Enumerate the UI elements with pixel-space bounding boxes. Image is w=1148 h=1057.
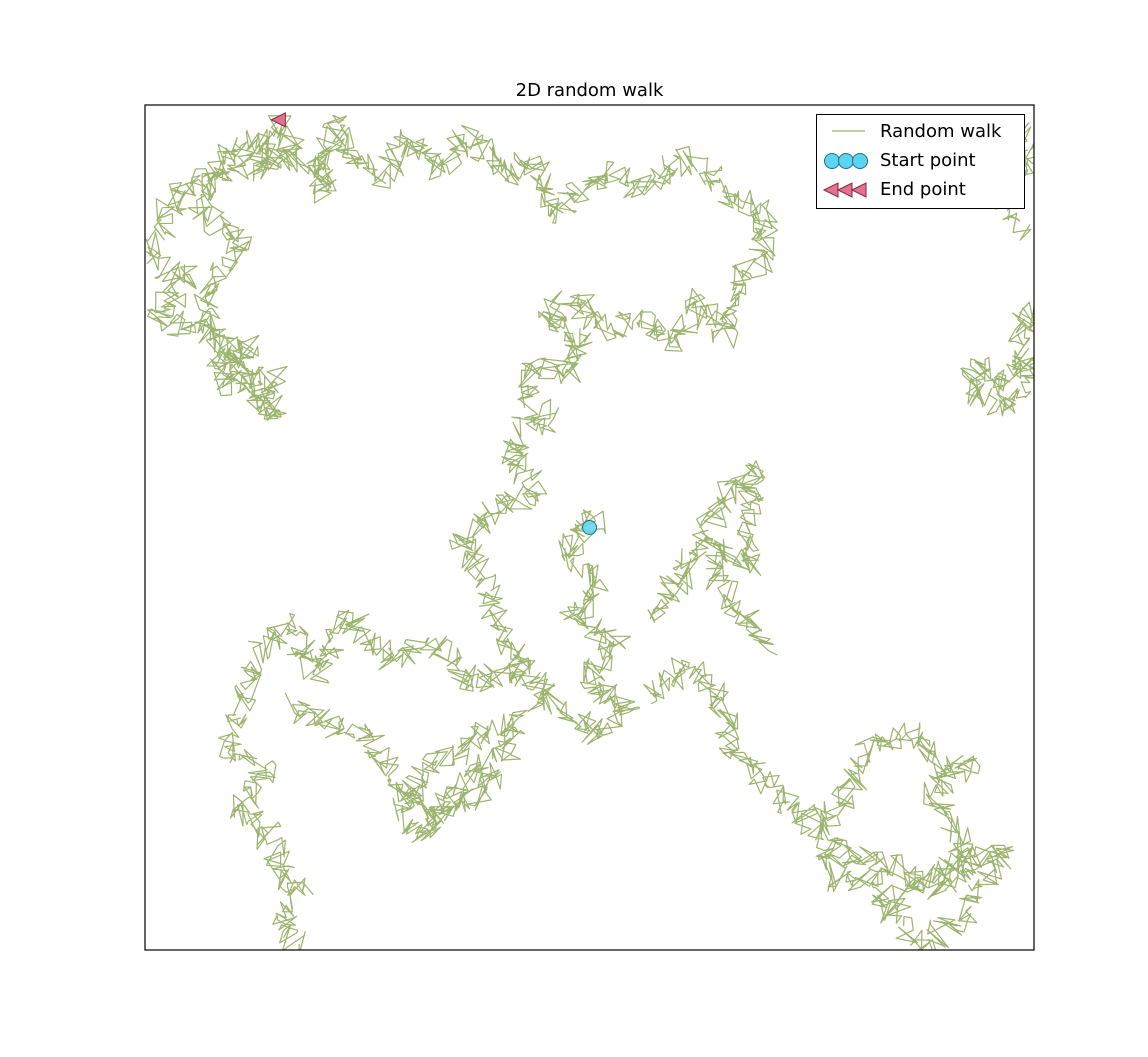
start-point-marker <box>582 520 597 535</box>
legend-line-swatch <box>832 130 865 132</box>
legend: Random walk Start point End point <box>816 114 1025 209</box>
legend-entry-walk: Random walk <box>817 117 1024 146</box>
end-point-marker <box>270 112 286 128</box>
plot-frame <box>144 104 1035 951</box>
legend-entry-end: End point <box>817 175 1024 204</box>
chart-title: 2D random walk <box>515 80 664 101</box>
random-walk-series <box>145 114 1034 950</box>
walk-segment-0 <box>145 114 778 745</box>
walk-segment-1 <box>218 609 547 950</box>
marker-layer <box>270 112 597 535</box>
legend-label-end: End point <box>880 179 966 200</box>
legend-entry-start: Start point <box>817 146 1024 175</box>
walk-segment-4 <box>647 460 778 656</box>
walk-segment-3 <box>643 657 1015 950</box>
legend-label-start: Start point <box>880 150 976 171</box>
legend-label-walk: Random walk <box>880 121 1002 142</box>
legend-triangle-markers <box>822 182 867 198</box>
legend-circle-markers <box>824 153 868 169</box>
walk-segment-6 <box>960 301 1034 417</box>
walk-segment-2 <box>284 692 528 843</box>
